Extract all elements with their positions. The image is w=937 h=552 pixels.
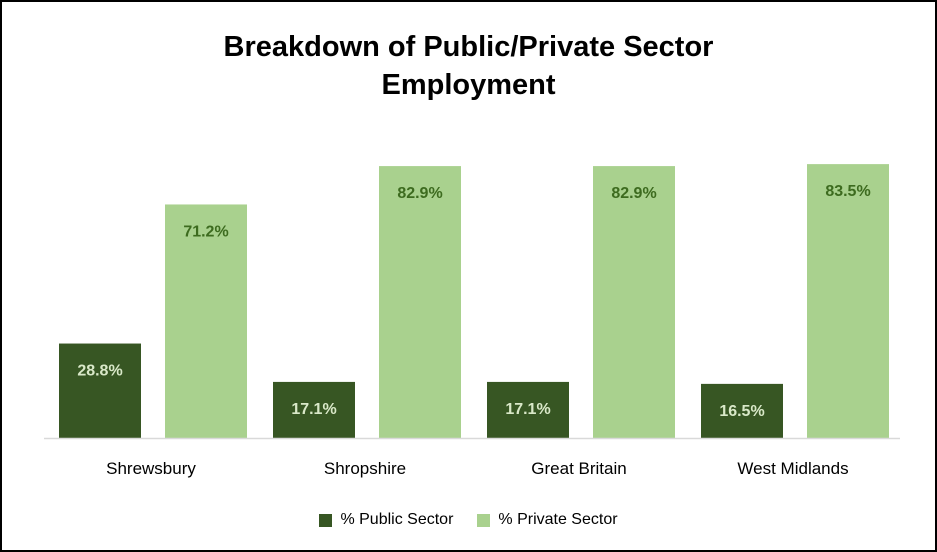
category-label-0: Shrewsbury bbox=[106, 459, 196, 478]
bar-private-3 bbox=[807, 164, 889, 438]
bar-private-1 bbox=[379, 166, 461, 438]
data-label-private-3: 83.5% bbox=[825, 183, 870, 200]
data-label-private-0: 71.2% bbox=[183, 223, 228, 240]
legend-swatch-public bbox=[319, 513, 333, 527]
legend-label-public: % Public Sector bbox=[340, 511, 454, 528]
bar-public-3 bbox=[701, 383, 783, 438]
category-label-1: Shropshire bbox=[324, 459, 406, 478]
data-label-public-3: 16.5% bbox=[719, 403, 764, 420]
legend-swatch-private bbox=[477, 513, 491, 527]
category-label-3: West Midlands bbox=[737, 459, 848, 478]
bar-private-2 bbox=[593, 166, 675, 438]
category-label-2: Great Britain bbox=[531, 459, 626, 478]
bar-public-0 bbox=[59, 343, 141, 438]
legend-label-private: % Private Sector bbox=[498, 511, 618, 528]
data-label-public-2: 17.1% bbox=[505, 401, 550, 418]
chart-title-line-1: Breakdown of Public/Private Sector bbox=[223, 31, 714, 63]
data-label-public-0: 28.8% bbox=[77, 363, 122, 380]
data-label-private-2: 82.9% bbox=[611, 185, 656, 202]
bar-private-0 bbox=[165, 204, 247, 438]
data-label-public-1: 17.1% bbox=[291, 401, 336, 418]
legend-item-public: % Public Sector bbox=[319, 511, 453, 529]
legend: % Public Sector % Private Sector bbox=[2, 511, 935, 529]
chart-title-line-2: Employment bbox=[381, 69, 556, 101]
legend-item-private: % Private Sector bbox=[477, 511, 618, 529]
data-label-private-1: 82.9% bbox=[397, 185, 442, 202]
bar-public-2 bbox=[487, 381, 569, 438]
chart-title: Breakdown of Public/Private Sector Emplo… bbox=[2, 28, 935, 104]
bar-public-1 bbox=[273, 381, 355, 438]
